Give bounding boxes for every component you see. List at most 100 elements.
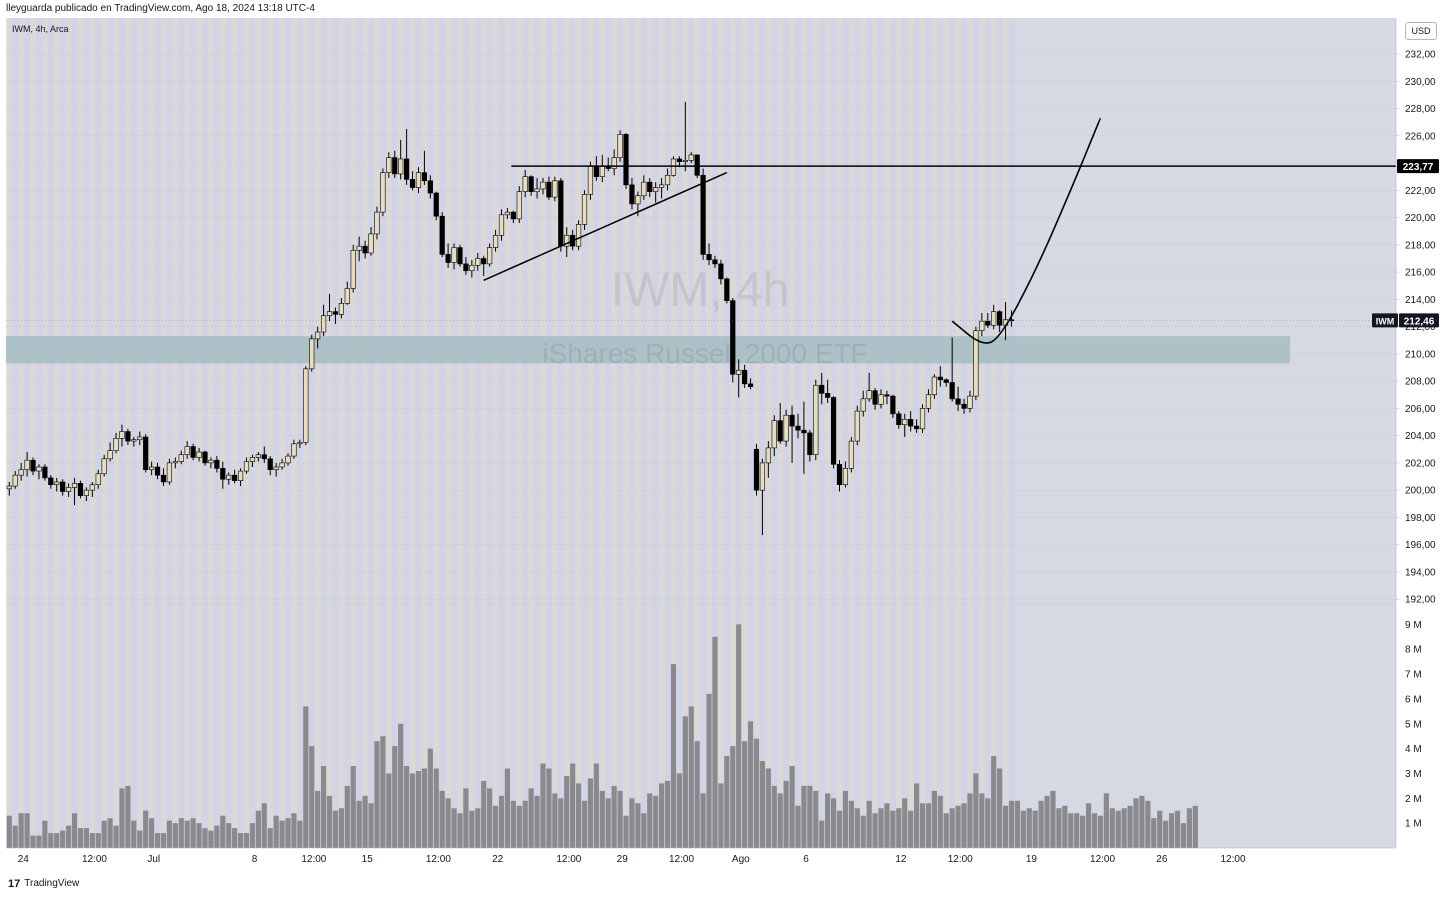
candle-body <box>985 320 991 326</box>
candle-body <box>866 390 872 400</box>
volume-bar <box>309 746 315 848</box>
price-tick-label: 216,00 <box>1405 268 1436 279</box>
tradingview-logo-icon: 17 <box>8 878 21 890</box>
volume-bar <box>89 833 95 848</box>
volume-bar <box>504 768 511 848</box>
volume-bar <box>730 746 736 848</box>
session-band <box>237 18 244 848</box>
volume-bar <box>664 780 671 848</box>
candle-body <box>214 459 220 469</box>
candle-body <box>487 247 493 265</box>
time-tick-label: 12 <box>895 854 907 865</box>
candle-body <box>653 187 659 192</box>
session-band <box>65 18 72 848</box>
candle-body <box>765 447 771 464</box>
volume-bar <box>789 765 795 848</box>
candle-body <box>736 369 742 375</box>
session-band <box>878 18 885 848</box>
candle-body <box>208 459 214 464</box>
session-band <box>18 18 25 848</box>
volume-bar <box>303 706 309 848</box>
session-band <box>290 18 298 848</box>
session-band <box>202 18 209 848</box>
volume-bar <box>641 813 647 848</box>
session-band <box>95 18 102 848</box>
candle-body <box>451 247 457 263</box>
volume-bar <box>522 800 528 848</box>
session-band <box>652 18 659 848</box>
session-band <box>379 18 387 848</box>
candle-body <box>237 470 244 481</box>
volume-bar <box>279 820 285 848</box>
session-band <box>955 18 962 848</box>
candle-body <box>149 466 155 471</box>
session-band <box>587 18 594 848</box>
time-tick-label: 6 <box>803 854 809 865</box>
candle-body <box>380 172 386 213</box>
session-band <box>30 18 37 848</box>
currency-button[interactable]: USD <box>1405 22 1437 40</box>
candle-body <box>676 158 682 162</box>
volume-bar <box>445 798 451 848</box>
volume-bar <box>368 803 374 848</box>
session-band <box>77 18 84 848</box>
candle-body <box>433 192 439 217</box>
volume-bar <box>1002 805 1009 848</box>
session-band <box>166 18 173 848</box>
session-band <box>320 18 327 848</box>
volume-bar <box>42 820 48 848</box>
volume-bar <box>12 825 18 848</box>
candle-body <box>807 432 813 456</box>
session-band <box>836 18 843 848</box>
volume-bar <box>670 664 677 848</box>
session-band <box>190 18 197 848</box>
volume-bar <box>77 828 84 848</box>
volume-bar <box>659 783 665 848</box>
candle-body <box>961 403 967 409</box>
candle-body <box>623 134 629 186</box>
volume-bar <box>653 795 659 848</box>
time-tick-label: 19 <box>1026 854 1038 865</box>
time-tick-label: 29 <box>617 854 629 865</box>
volume-tick-label: 4 M <box>1405 744 1422 755</box>
price-tick-label: 212,00 <box>1405 322 1436 333</box>
volume-tick-label: 6 M <box>1405 694 1422 705</box>
volume-bar <box>771 785 777 848</box>
volume-bar <box>143 810 149 848</box>
volume-bar <box>558 798 564 848</box>
candle-body <box>392 157 398 175</box>
session-band <box>557 18 565 848</box>
session-band <box>907 18 914 848</box>
candle-body <box>350 249 356 289</box>
volume-tick-label: 5 M <box>1405 719 1422 730</box>
footer-brand: 17 TradingView <box>8 876 79 892</box>
volume-bar <box>516 805 522 848</box>
session-band <box>700 18 707 848</box>
candle-body <box>469 264 475 272</box>
session-band <box>308 18 315 848</box>
volume-bar <box>237 833 244 848</box>
candle-body <box>991 311 997 326</box>
session-band <box>646 18 654 848</box>
volume-bar <box>1038 800 1044 848</box>
session-band <box>611 18 618 848</box>
session-band <box>534 18 541 848</box>
candle-body <box>860 398 866 412</box>
time-tick-label: 12:00 <box>1090 854 1115 865</box>
volume-bar <box>386 773 392 848</box>
volume-bar <box>166 820 173 848</box>
session-band <box>516 18 523 848</box>
volume-bar <box>854 808 860 848</box>
volume-bar <box>617 790 623 848</box>
volume-bar <box>463 788 469 848</box>
brand-name: TradingView <box>24 878 80 889</box>
session-band <box>866 18 873 848</box>
volume-bar <box>125 785 131 848</box>
session-band <box>332 18 339 848</box>
price-tick-label: 232,00 <box>1405 50 1436 61</box>
candle-body <box>297 442 303 445</box>
volume-bar <box>1032 810 1038 848</box>
volume-tick-label: 8 M <box>1405 645 1422 656</box>
